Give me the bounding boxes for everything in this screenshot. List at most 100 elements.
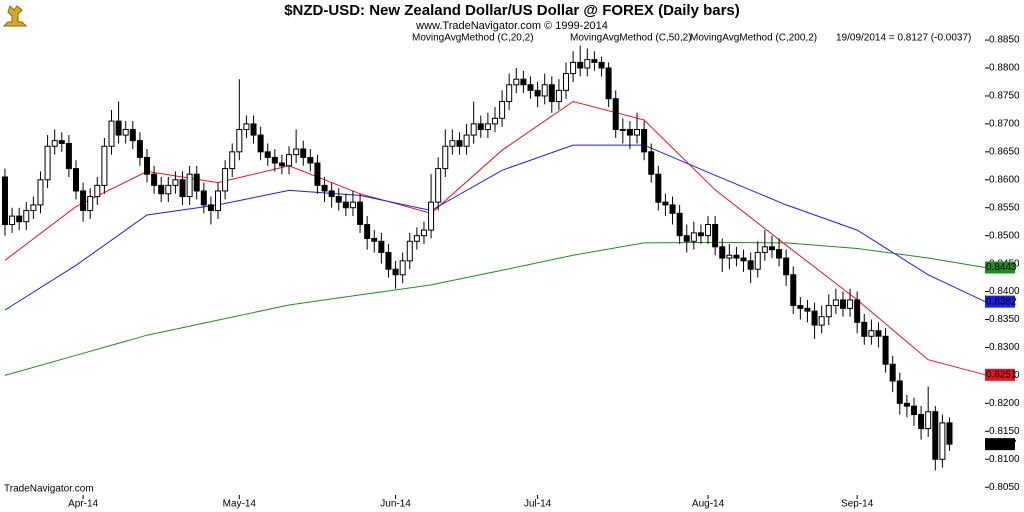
candle-body — [65, 142, 72, 170]
candle-body — [144, 156, 151, 175]
candle-body — [420, 229, 427, 237]
y-tick-label: 0.8050 — [989, 482, 1020, 493]
candle-body — [761, 246, 768, 253]
y-tick-label: 0.8150 — [989, 426, 1020, 437]
candle-body — [811, 310, 818, 326]
candle-body — [662, 201, 669, 206]
candle-body — [641, 128, 648, 153]
candle-body — [307, 156, 314, 164]
x-tick-label: Apr-14 — [68, 499, 98, 510]
candle-body — [726, 254, 733, 259]
candle-body — [94, 184, 101, 198]
candle-body — [882, 335, 889, 365]
x-tick-label: May-14 — [223, 499, 257, 510]
chart-title: $NZD-USD: New Zealand Dollar/US Dollar @… — [284, 2, 740, 19]
candle-body — [697, 232, 704, 237]
y-tick-label: 0.8500 — [989, 230, 1020, 241]
candle-body — [903, 402, 910, 407]
candle-body — [619, 128, 626, 131]
candle-body — [449, 140, 456, 147]
candle-body — [768, 246, 775, 251]
candle-body — [925, 411, 932, 429]
candle-body — [87, 196, 94, 212]
candle-body — [548, 84, 555, 103]
candle-body — [946, 422, 953, 445]
logo — [2, 5, 28, 27]
candle-body — [577, 61, 584, 69]
candle-body — [918, 414, 925, 429]
price-box — [985, 438, 1015, 451]
candle-body — [634, 128, 641, 136]
candle-body — [783, 257, 790, 276]
candle-body — [470, 123, 477, 136]
candle-body — [229, 151, 236, 170]
candle-body — [861, 321, 868, 337]
y-tick-label: 0.8750 — [989, 91, 1020, 102]
legend-entry: MovingAvgMethod (C,200,2) — [690, 33, 817, 44]
logo-icon — [2, 5, 28, 27]
candle-body — [747, 260, 754, 270]
candle-body — [321, 184, 328, 192]
candle-body — [499, 101, 506, 119]
candle-body — [868, 330, 875, 337]
y-tick-label: 0.8850 — [989, 35, 1020, 46]
candle-body — [165, 184, 172, 195]
candle-body — [357, 201, 364, 225]
candle-body — [804, 307, 811, 312]
price-box — [985, 295, 1015, 308]
candle-body — [733, 254, 740, 259]
y-tick-label: 0.8550 — [989, 202, 1020, 213]
candle-body — [300, 148, 307, 158]
candle-body — [669, 204, 676, 214]
candle-body — [520, 78, 527, 86]
candle-body — [655, 173, 662, 203]
ma-line — [4, 144, 986, 311]
candle-body — [605, 67, 612, 100]
candle-body — [506, 84, 513, 103]
y-tick-label: 0.8800 — [989, 63, 1020, 74]
y-tick-label: 0.8300 — [989, 342, 1020, 353]
x-tick-label: Jul-14 — [524, 499, 552, 510]
candle-body — [385, 251, 392, 270]
legend-entry: MovingAvgMethod (C,20,2) — [412, 33, 534, 44]
candle-body — [200, 190, 207, 206]
candle-body — [264, 151, 271, 158]
candle-body — [172, 179, 179, 186]
candle-body — [314, 162, 321, 186]
candle-body — [364, 223, 371, 239]
candle-body — [179, 179, 186, 198]
candle-body — [598, 61, 605, 69]
candle-body — [555, 89, 562, 103]
candle-body — [207, 204, 214, 212]
chart-subtitle: www.TradeNavigator.com © 1999-2014 — [415, 20, 608, 32]
candle-body — [222, 168, 229, 192]
candle-body — [832, 299, 839, 307]
candle-body — [534, 89, 541, 97]
candle-body — [690, 232, 697, 242]
candle-body — [541, 84, 548, 97]
y-tick-label: 0.8700 — [989, 119, 1020, 130]
candle-body — [193, 173, 200, 192]
candle-body — [648, 151, 655, 175]
candle-body — [44, 145, 51, 181]
candle-body — [129, 128, 136, 142]
candle-body — [463, 134, 470, 147]
candle-body — [278, 162, 285, 167]
candle-body — [9, 215, 16, 225]
candle-body — [626, 128, 633, 136]
candle-body — [236, 128, 243, 153]
candle-body — [250, 123, 257, 136]
candle-body — [854, 299, 861, 323]
candle-body — [243, 123, 250, 130]
candle-body — [939, 422, 946, 460]
candle-body — [378, 240, 385, 253]
candle-body — [108, 120, 115, 147]
candle-body — [839, 299, 846, 309]
candle-body — [115, 120, 122, 136]
candle-body — [342, 201, 349, 209]
candle-body — [818, 316, 825, 326]
candle-body — [271, 156, 278, 164]
candles — [1, 45, 953, 471]
candle-body — [72, 168, 79, 192]
